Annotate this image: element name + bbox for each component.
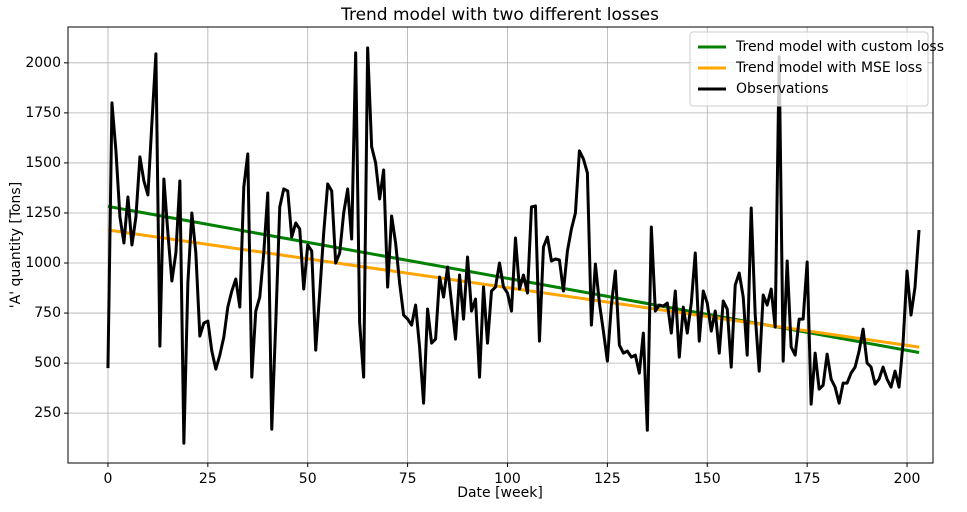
y-tick-label: 750 bbox=[34, 305, 61, 321]
x-tick-label: 150 bbox=[694, 471, 721, 487]
y-tick-label: 1750 bbox=[25, 105, 61, 121]
legend-label: Observations bbox=[736, 81, 829, 97]
plot-frame bbox=[67, 26, 934, 464]
x-tick-label: 175 bbox=[794, 471, 821, 487]
y-tick-label: 1250 bbox=[25, 205, 61, 221]
x-tick-label: 25 bbox=[199, 471, 217, 487]
legend-label: Trend model with MSE loss bbox=[735, 60, 922, 76]
x-tick-label: 200 bbox=[894, 471, 921, 487]
y-tick-label: 250 bbox=[34, 405, 61, 421]
x-tick-label: 125 bbox=[594, 471, 621, 487]
x-tick-label: 0 bbox=[103, 471, 112, 487]
data-line bbox=[106, 46, 921, 445]
legend-label: Trend model with custom loss bbox=[735, 39, 944, 55]
legend-box bbox=[689, 31, 929, 107]
x-tick-label: 100 bbox=[494, 471, 521, 487]
y-tick-label: 1500 bbox=[25, 155, 61, 171]
y-axis-label: 'A' quantity [Tons] bbox=[8, 182, 24, 308]
chart-title: Trend model with two different losses bbox=[340, 5, 659, 25]
x-tick-label: 75 bbox=[399, 471, 417, 487]
y-tick-label: 2000 bbox=[25, 55, 61, 71]
legend: Trend model with custom loss Trend model … bbox=[689, 31, 944, 107]
y-tick-label: 1000 bbox=[25, 255, 61, 271]
x-tick-label: 50 bbox=[299, 471, 317, 487]
x-axis-label: Date [week] bbox=[457, 485, 543, 501]
y-tick-label: 500 bbox=[34, 355, 61, 371]
